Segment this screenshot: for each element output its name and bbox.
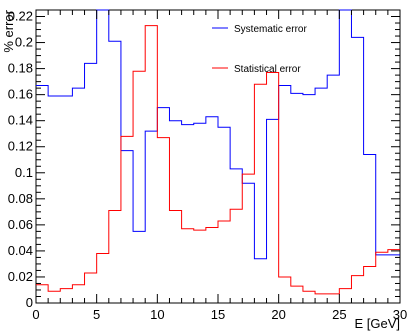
x-tick-label: 15 [211,307,225,322]
plot-frame [35,9,401,304]
x-tick-label: 5 [93,307,100,322]
y-axis-title: % error [1,9,16,52]
y-tick-label: 0.2 [15,35,33,50]
series-statistical-line [36,25,400,295]
y-tick-label: 0.1 [15,165,33,180]
x-tick-label: 10 [150,307,164,322]
y-tick-label: 0.04 [8,243,33,258]
y-tick-label: 0.08 [8,191,33,206]
axis-layer: 0 5 10 15 20 25 30 0 0.02 0.04 0.06 0.08 0.1 0.12 0.14… [8,9,408,322]
legend: Systematic error Statistical error [212,24,307,75]
x-axis-title: E [GeV] [354,316,400,331]
y-tick-label: 0.02 [8,269,33,284]
y-tick-label: 0.12 [8,139,33,154]
x-tick-label: 30 [393,307,407,322]
y-tick-label: 0 [26,295,33,310]
y-tick-label: 0.22 [8,9,33,24]
legend-systematic-label: Systematic error [234,24,307,35]
series-layer [36,9,400,295]
x-tick-label: 20 [271,307,285,322]
y-tick-label: 0.16 [8,87,33,102]
y-tick-label: 0.14 [8,113,33,128]
x-tick-label: 0 [32,307,39,322]
legend-statistical-label: Statistical error [234,64,301,75]
series-systematic-line [36,9,400,260]
x-tick-label: 25 [332,307,346,322]
y-tick-label: 0.06 [8,217,33,232]
y-tick-label: 0.18 [8,61,33,76]
